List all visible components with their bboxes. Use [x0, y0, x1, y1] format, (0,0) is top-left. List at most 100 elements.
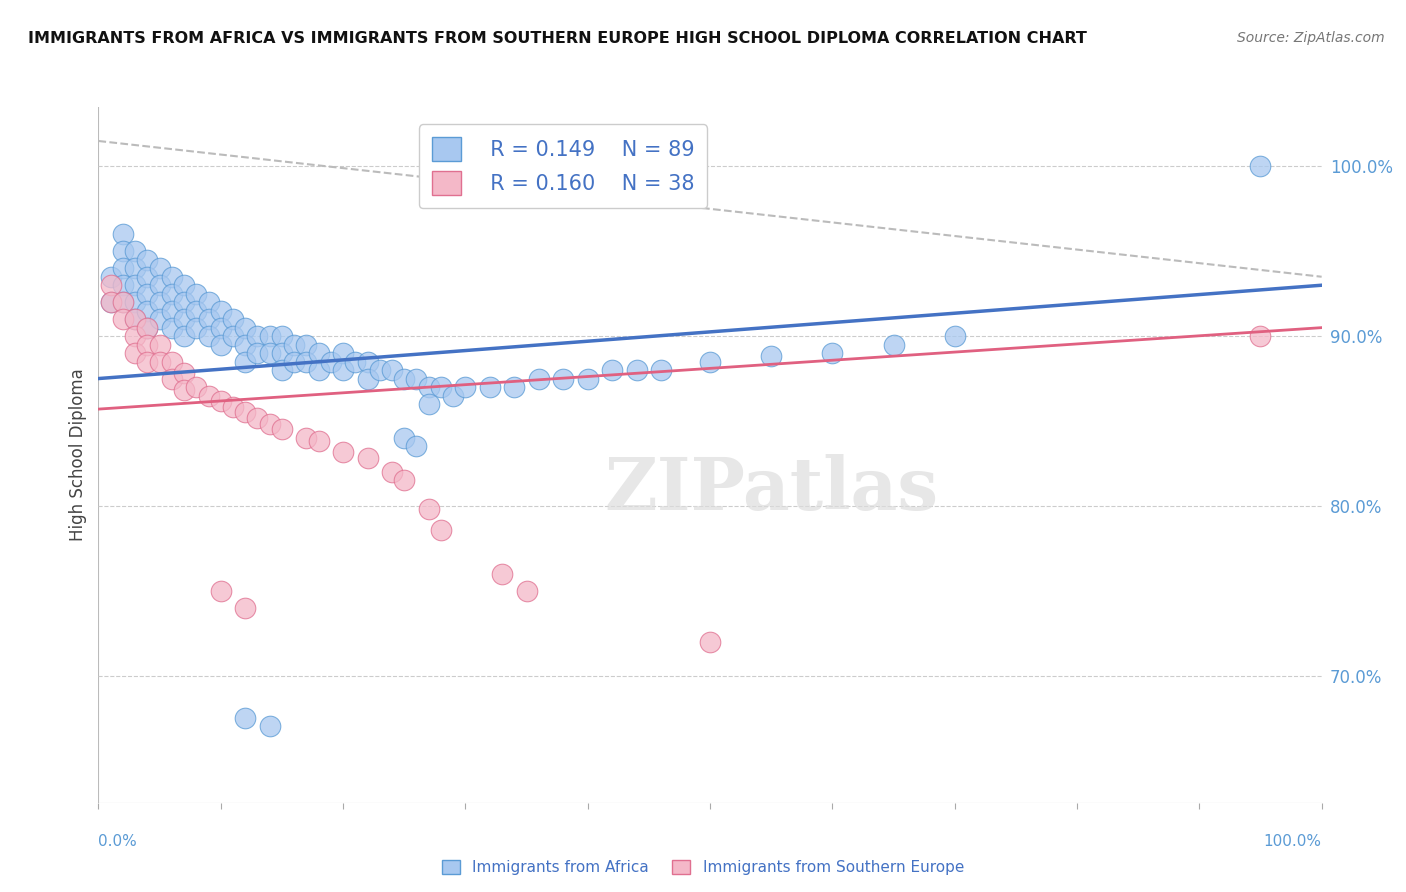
Point — [209, 393, 232, 408]
Point — [650, 363, 672, 377]
Point — [233, 711, 256, 725]
Point — [197, 295, 219, 310]
Point — [111, 295, 134, 310]
Point — [233, 354, 256, 368]
Point — [454, 380, 477, 394]
Point — [173, 295, 195, 310]
Point — [699, 354, 721, 368]
Point — [259, 417, 281, 432]
Text: IMMIGRANTS FROM AFRICA VS IMMIGRANTS FROM SOUTHERN EUROPE HIGH SCHOOL DIPLOMA CO: IMMIGRANTS FROM AFRICA VS IMMIGRANTS FRO… — [28, 31, 1087, 46]
Point — [160, 303, 183, 318]
Point — [222, 312, 245, 326]
Point — [381, 465, 404, 479]
Point — [197, 388, 219, 402]
Point — [160, 286, 183, 301]
Point — [405, 371, 427, 385]
Point — [233, 320, 256, 334]
Point — [491, 566, 513, 581]
Point — [553, 371, 575, 385]
Point — [356, 451, 378, 466]
Point — [308, 363, 330, 377]
Point — [186, 380, 208, 394]
Y-axis label: High School Diploma: High School Diploma — [69, 368, 87, 541]
Point — [392, 431, 416, 445]
Point — [430, 523, 453, 537]
Point — [149, 312, 172, 326]
Point — [100, 278, 122, 293]
Point — [233, 405, 256, 419]
Point — [356, 354, 378, 368]
Point — [392, 371, 416, 385]
Point — [111, 261, 134, 276]
Point — [124, 261, 146, 276]
Point — [124, 278, 146, 293]
Point — [149, 261, 172, 276]
Point — [761, 350, 783, 364]
Point — [222, 401, 245, 415]
Point — [160, 269, 183, 284]
Point — [259, 329, 281, 343]
Point — [332, 346, 354, 360]
Point — [430, 380, 453, 394]
Point — [283, 337, 305, 351]
Point — [111, 312, 134, 326]
Point — [1249, 160, 1271, 174]
Point — [111, 278, 134, 293]
Point — [270, 422, 294, 436]
Point — [418, 397, 440, 411]
Point — [100, 295, 122, 310]
Point — [124, 295, 146, 310]
Point — [173, 278, 195, 293]
Point — [100, 295, 122, 310]
Point — [124, 244, 146, 259]
Point — [233, 600, 256, 615]
Point — [136, 303, 159, 318]
Point — [124, 346, 146, 360]
Point — [233, 337, 256, 351]
Point — [418, 502, 440, 516]
Point — [173, 384, 195, 398]
Point — [308, 346, 330, 360]
Point — [503, 380, 526, 394]
Text: 100.0%: 100.0% — [1264, 834, 1322, 849]
Point — [149, 337, 172, 351]
Point — [1249, 329, 1271, 343]
Point — [136, 354, 159, 368]
Point — [527, 371, 550, 385]
Point — [259, 719, 281, 733]
Point — [111, 295, 134, 310]
Legend:   R = 0.149    N = 89,   R = 0.160    N = 38: R = 0.149 N = 89, R = 0.160 N = 38 — [419, 124, 707, 208]
Point — [270, 329, 294, 343]
Point — [160, 320, 183, 334]
Point — [600, 363, 623, 377]
Point — [160, 371, 183, 385]
Point — [209, 337, 232, 351]
Point — [295, 337, 318, 351]
Point — [943, 329, 966, 343]
Point — [259, 346, 281, 360]
Point — [246, 329, 269, 343]
Text: 0.0%: 0.0% — [98, 834, 138, 849]
Point — [295, 354, 318, 368]
Point — [441, 388, 464, 402]
Point — [246, 410, 269, 425]
Point — [405, 439, 427, 453]
Point — [246, 346, 269, 360]
Text: ZIPatlas: ZIPatlas — [605, 454, 938, 525]
Point — [209, 583, 232, 598]
Point — [222, 329, 245, 343]
Point — [124, 329, 146, 343]
Point — [332, 444, 354, 458]
Point — [332, 363, 354, 377]
Legend: Immigrants from Africa, Immigrants from Southern Europe: Immigrants from Africa, Immigrants from … — [441, 861, 965, 875]
Point — [344, 354, 367, 368]
Point — [515, 583, 537, 598]
Point — [356, 371, 378, 385]
Point — [209, 303, 232, 318]
Point — [381, 363, 404, 377]
Point — [478, 380, 501, 394]
Point — [576, 371, 599, 385]
Point — [160, 354, 183, 368]
Point — [124, 312, 146, 326]
Point — [136, 320, 159, 334]
